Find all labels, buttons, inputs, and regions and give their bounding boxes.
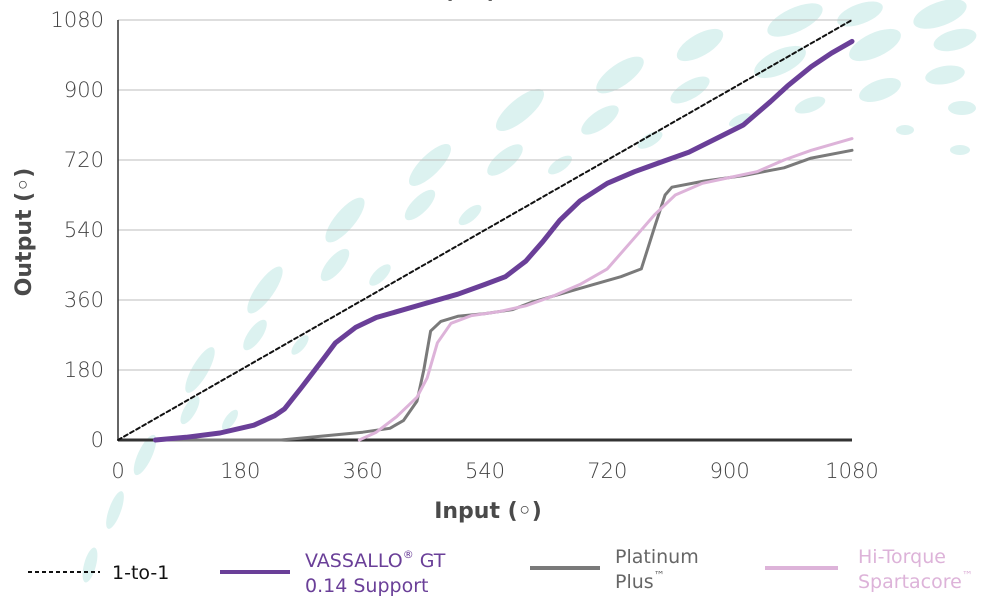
gridlines (118, 19, 852, 371)
y-tick-label: 0 (91, 428, 104, 452)
y-tick-label: 540 (64, 218, 104, 242)
chart-title: (…°) … (444, 0, 527, 4)
x-axis-ticks: 0 180 360 540 720 900 1080 (111, 459, 878, 483)
series-line-vassallo (152, 38, 855, 443)
series-lines (117, 19, 855, 443)
x-tick-label: 0 (111, 459, 124, 483)
x-tick-label: 1080 (825, 459, 878, 483)
legend-label-line2: Plus™ (615, 569, 665, 593)
decorative-background (82, 0, 977, 583)
x-tick-label: 360 (343, 459, 383, 483)
y-tick-label: 900 (64, 78, 104, 102)
y-tick-label: 720 (64, 148, 104, 172)
legend-item: VASSALLO® GT 0.14 Support (220, 548, 446, 597)
y-tick-label: 360 (64, 288, 104, 312)
x-tick-label: 180 (220, 459, 260, 483)
legend-label-line2: 0.14 Support (305, 575, 428, 597)
legend-label: 1-to-1 (112, 562, 169, 584)
series-line-hi-torque-spartacore (357, 137, 854, 442)
x-tick-label: 900 (710, 459, 750, 483)
y-tick-label: 1080 (51, 8, 104, 32)
y-axis-ticks: 0 180 360 540 720 900 1080 (51, 8, 104, 452)
legend-label-line2: Spartacore™ (858, 569, 973, 593)
legend-label-line1: Hi-Torque (858, 546, 946, 568)
legend-label-line1: Platinum (615, 546, 699, 568)
x-tick-label: 720 (587, 459, 627, 483)
y-axis-title: Output (◦) (12, 168, 37, 297)
x-tick-label: 540 (465, 459, 505, 483)
x-axis-title: Input (◦) (434, 499, 542, 524)
legend: 1-to-1 VASSALLO® GT 0.14 Support PlatinumPl… (28, 546, 973, 597)
series-line-1-to-1 (117, 19, 853, 441)
legend-label-line1: VASSALLO® GT (305, 548, 446, 572)
y-tick-label: 180 (64, 358, 104, 382)
legend-item: 1-to-1 (28, 562, 169, 584)
